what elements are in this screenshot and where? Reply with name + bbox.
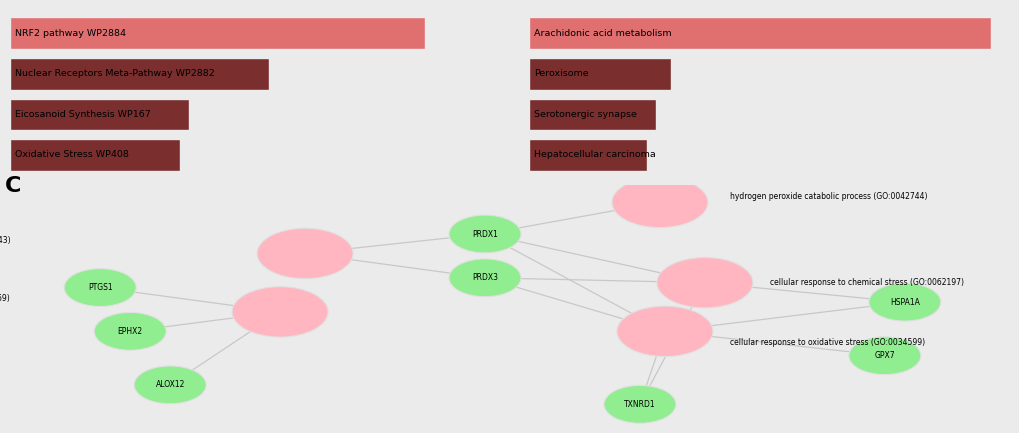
Ellipse shape [656, 258, 752, 308]
Ellipse shape [448, 215, 521, 253]
Bar [529, 58, 669, 90]
Ellipse shape [94, 313, 166, 350]
Text: PRDX3: PRDX3 [472, 273, 497, 282]
Text: NRF2 pathway WP2884: NRF2 pathway WP2884 [15, 29, 125, 38]
Ellipse shape [448, 259, 521, 297]
Text: PRDX1: PRDX1 [472, 229, 497, 239]
Ellipse shape [616, 306, 712, 356]
Text: B: B [510, 0, 527, 4]
Bar [529, 99, 656, 130]
Text: Nuclear Receptors Meta-Pathway WP2882: Nuclear Receptors Meta-Pathway WP2882 [15, 69, 214, 78]
Text: GPX7: GPX7 [873, 351, 895, 360]
Text: Peroxisome: Peroxisome [533, 69, 588, 78]
Bar [10, 17, 424, 49]
Text: EPHX2: EPHX2 [117, 327, 143, 336]
Text: TXNRD1: TXNRD1 [624, 400, 655, 409]
Text: hydrogen peroxide metabolic process (GO:0042743): hydrogen peroxide metabolic process (GO:… [0, 236, 10, 245]
Bar [10, 99, 190, 130]
Bar [529, 17, 990, 49]
Ellipse shape [135, 366, 206, 404]
Text: hydrogen peroxide catabolic process (GO:0042744): hydrogen peroxide catabolic process (GO:… [730, 192, 926, 201]
Text: cellular response to oxidative stress (GO:0034599): cellular response to oxidative stress (G… [730, 338, 924, 347]
Text: ALOX12: ALOX12 [155, 380, 184, 389]
Text: Serotonergic synapse: Serotonergic synapse [533, 110, 636, 119]
Bar [529, 139, 646, 171]
Ellipse shape [611, 177, 707, 228]
Text: A: A [0, 0, 8, 4]
Text: Arachidonic acid metabolism: Arachidonic acid metabolism [533, 29, 671, 38]
Ellipse shape [232, 287, 328, 337]
Ellipse shape [64, 268, 136, 307]
Ellipse shape [848, 337, 920, 375]
Text: cellular response to chemical stress (GO:0062197): cellular response to chemical stress (GO… [769, 278, 963, 287]
Bar [10, 139, 179, 171]
Text: Oxidative Stress WP408: Oxidative Stress WP408 [15, 150, 128, 159]
Text: C: C [5, 176, 21, 196]
Text: arachidonic acid metabolic process (GO:0019369): arachidonic acid metabolic process (GO:0… [0, 294, 10, 303]
Text: Eicosanoid Synthesis WP167: Eicosanoid Synthesis WP167 [15, 110, 151, 119]
Text: Hepatocellular carcinoma: Hepatocellular carcinoma [533, 150, 655, 159]
Ellipse shape [257, 228, 353, 279]
Ellipse shape [603, 385, 676, 423]
Ellipse shape [868, 283, 940, 321]
Text: HSPA1A: HSPA1A [889, 297, 919, 307]
Bar [10, 58, 269, 90]
Text: PTGS1: PTGS1 [88, 283, 112, 292]
